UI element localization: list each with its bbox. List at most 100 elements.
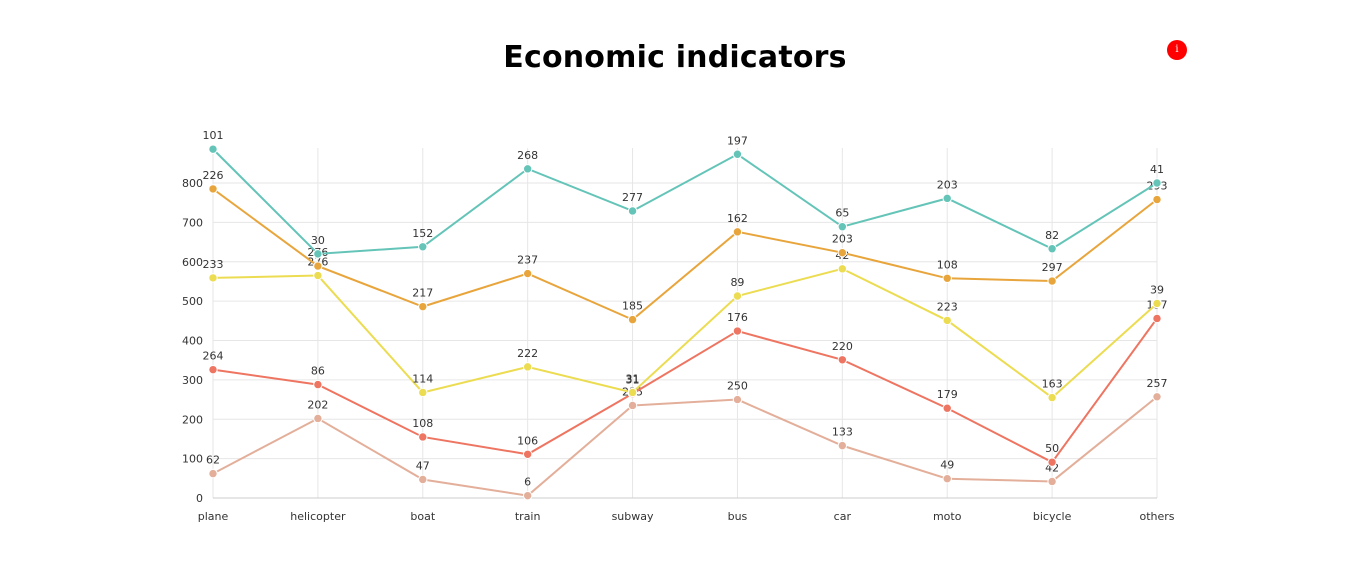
data-point [313, 249, 323, 259]
y-tick-label: 700 [182, 216, 203, 229]
y-tick-label: 400 [182, 335, 203, 348]
chart-title: Economic indicators [503, 40, 847, 75]
data-point [732, 326, 743, 336]
data-label: 203 [937, 178, 958, 191]
data-point [313, 270, 323, 281]
data-point [627, 400, 638, 411]
data-point [1047, 392, 1057, 403]
y-tick-label: 500 [182, 295, 203, 308]
info-icon[interactable]: i [1167, 40, 1187, 60]
data-point [837, 264, 848, 274]
data-label: 114 [412, 372, 433, 385]
data-label: 277 [622, 191, 643, 204]
data-point [522, 164, 533, 174]
x-tick-label: others [1139, 510, 1174, 523]
data-point [942, 403, 952, 413]
data-point [418, 474, 428, 485]
data-point [208, 468, 218, 479]
y-tick-label: 300 [182, 374, 203, 387]
data-label: 226 [203, 169, 224, 182]
y-tick-label: 0 [196, 492, 203, 505]
data-point [1152, 194, 1162, 205]
data-label: 89 [730, 276, 744, 289]
y-tick-label: 800 [182, 177, 203, 190]
series-line [212, 148, 1158, 255]
data-label: 223 [937, 300, 958, 313]
x-tick-label: subway [612, 510, 654, 523]
x-tick-label: plane [198, 510, 229, 523]
data-label: 108 [937, 258, 958, 271]
data-label: 237 [517, 254, 538, 267]
data-point [522, 490, 533, 501]
data-label: 163 [1042, 378, 1063, 391]
data-label: 47 [416, 459, 430, 472]
data-label: 108 [412, 417, 433, 430]
data-point [942, 193, 952, 204]
data-point [627, 314, 638, 325]
y-tick-label: 600 [182, 256, 203, 269]
data-point [1152, 178, 1162, 188]
data-point [732, 291, 743, 301]
x-tick-label: bicycle [1033, 510, 1072, 523]
data-point [942, 273, 952, 283]
data-label: 179 [937, 388, 958, 401]
data-label: 250 [727, 380, 748, 393]
data-point [1152, 392, 1162, 402]
series-line [212, 267, 1158, 399]
data-point [942, 474, 952, 484]
data-point [418, 301, 428, 312]
data-label: 176 [727, 311, 748, 324]
data-label: 152 [412, 227, 433, 240]
series-line [212, 188, 1158, 321]
data-label: 106 [517, 434, 538, 447]
data-point [208, 184, 218, 194]
data-label: 41 [1150, 163, 1164, 176]
data-label: 203 [832, 233, 853, 246]
data-point [627, 387, 638, 398]
data-point [732, 394, 743, 405]
data-label: 30 [311, 234, 325, 247]
data-point [732, 227, 743, 237]
data-point [208, 364, 218, 375]
y-tick-label: 200 [182, 413, 203, 426]
data-point [942, 315, 952, 326]
data-point [418, 432, 428, 442]
data-point [313, 261, 323, 271]
data-label: 31 [626, 372, 640, 385]
data-point [522, 449, 533, 459]
data-label: 233 [203, 258, 224, 271]
x-tick-label: bus [728, 510, 748, 523]
series-line [212, 317, 1158, 464]
data-point [418, 387, 428, 398]
data-label: 217 [412, 287, 433, 300]
data-point [1047, 476, 1057, 487]
y-tick-label: 100 [182, 453, 203, 466]
data-label: 133 [832, 426, 853, 439]
data-point [837, 247, 848, 258]
data-label: 101 [203, 129, 224, 142]
data-label: 39 [1150, 283, 1164, 296]
data-point [208, 273, 218, 283]
data-label: 86 [311, 365, 325, 378]
data-label: 31 [626, 374, 640, 387]
series-line [212, 396, 1158, 497]
x-tick-label: car [834, 510, 852, 523]
data-point [837, 355, 848, 365]
data-point [732, 149, 743, 159]
x-tick-label: train [515, 510, 541, 523]
data-point [1152, 298, 1162, 309]
data-label: 222 [517, 347, 538, 360]
data-point [837, 440, 848, 451]
data-label: 62 [206, 454, 220, 467]
data-label: 162 [727, 212, 748, 225]
data-point [418, 242, 428, 252]
x-tick-label: boat [410, 510, 435, 523]
data-point [1047, 244, 1057, 254]
data-label: 220 [832, 340, 853, 353]
data-label: 268 [517, 149, 538, 162]
data-label: 264 [203, 350, 224, 363]
data-label: 297 [1042, 261, 1063, 274]
data-label: 202 [307, 398, 328, 411]
data-label: 50 [1045, 442, 1059, 455]
